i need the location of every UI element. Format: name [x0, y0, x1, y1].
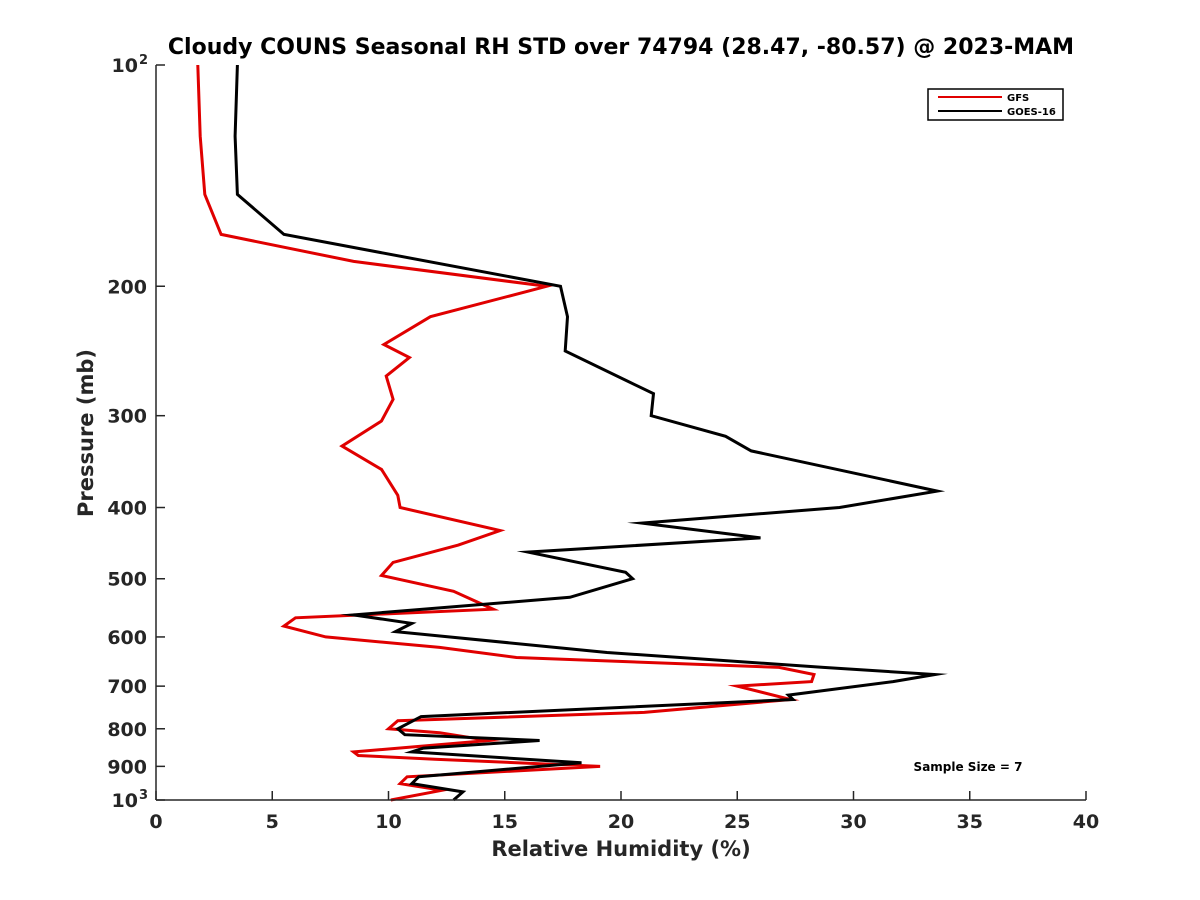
chart-title: Cloudy COUNS Seasonal RH STD over 74794 … [168, 35, 1074, 60]
plot-area [156, 65, 1086, 800]
series-line-goes16 [233, 64, 948, 802]
x-tick-label: 10 [375, 811, 401, 833]
y-tick-label: 10 [112, 55, 138, 77]
y-tick-label: 600 [107, 627, 147, 649]
x-tick-label: 0 [149, 811, 162, 833]
series-line-gfs [196, 64, 816, 802]
y-tick-label: 500 [107, 569, 147, 591]
y-tick-exponent: 3 [139, 788, 148, 803]
y-tick-label: 10 [112, 790, 138, 812]
legend-label-goes16: GOES-16 [1007, 107, 1056, 118]
sample-size-annotation: Sample Size = 7 [914, 760, 1023, 774]
x-axis-label: Relative Humidity (%) [491, 837, 750, 861]
x-tick-label: 5 [266, 811, 279, 833]
y-tick-label: 200 [107, 276, 147, 298]
y-tick-label: 800 [107, 719, 147, 741]
x-tick-label: 15 [492, 811, 518, 833]
y-tick-label: 700 [107, 676, 147, 698]
x-tick-label: 20 [608, 811, 634, 833]
x-tick-label: 40 [1073, 811, 1099, 833]
x-tick-label: 25 [724, 811, 750, 833]
y-axis-label: Pressure (mb) [74, 349, 98, 517]
y-tick-exponent: 2 [139, 53, 148, 68]
y-tick-label: 400 [107, 498, 147, 520]
legend: GFS GOES-16 [927, 88, 1064, 121]
y-tick-label: 300 [107, 406, 147, 428]
y-tick-label: 900 [107, 756, 147, 778]
x-tick-label: 35 [957, 811, 983, 833]
legend-box [927, 88, 1064, 121]
x-tick-label: 30 [840, 811, 866, 833]
legend-label-gfs: GFS [1007, 93, 1029, 104]
series-layer [196, 64, 948, 802]
